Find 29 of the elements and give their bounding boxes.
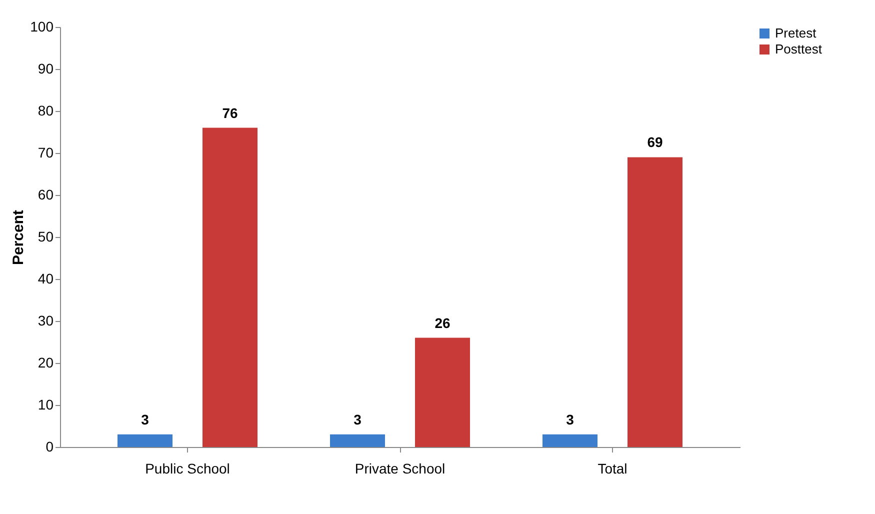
data-label: 3: [566, 411, 574, 428]
y-tick-label: 40: [38, 270, 54, 286]
x-tick-label: Public School: [145, 460, 230, 476]
bar: [330, 434, 385, 447]
y-axis-title: Percent: [10, 210, 28, 266]
y-tick-label: 70: [38, 144, 54, 160]
legend-label: Pretest: [775, 26, 817, 40]
x-tick-label: Private School: [354, 460, 446, 476]
data-label: 3: [141, 411, 150, 428]
y-tick-label: 100: [30, 18, 54, 34]
y-tick-label: 80: [38, 102, 54, 118]
data-label: 26: [434, 314, 450, 331]
data-label: 69: [647, 134, 663, 150]
y-tick-label: 30: [38, 312, 54, 328]
y-tick-label: 90: [38, 60, 54, 76]
bar: [542, 434, 598, 447]
bar: [415, 338, 470, 447]
data-label: 76: [222, 104, 238, 121]
data-label: 3: [354, 411, 362, 428]
bar: [628, 157, 682, 447]
bar: [202, 128, 258, 447]
y-tick-label: 20: [38, 354, 54, 370]
x-tick-label: Total: [598, 460, 628, 476]
y-tick-label: 60: [38, 186, 54, 202]
bar: [118, 434, 172, 447]
y-tick-label: 0: [46, 438, 54, 454]
y-tick-label: 50: [38, 228, 54, 244]
y-tick-label: 10: [38, 396, 54, 412]
legend-label: Posttest: [775, 42, 822, 56]
